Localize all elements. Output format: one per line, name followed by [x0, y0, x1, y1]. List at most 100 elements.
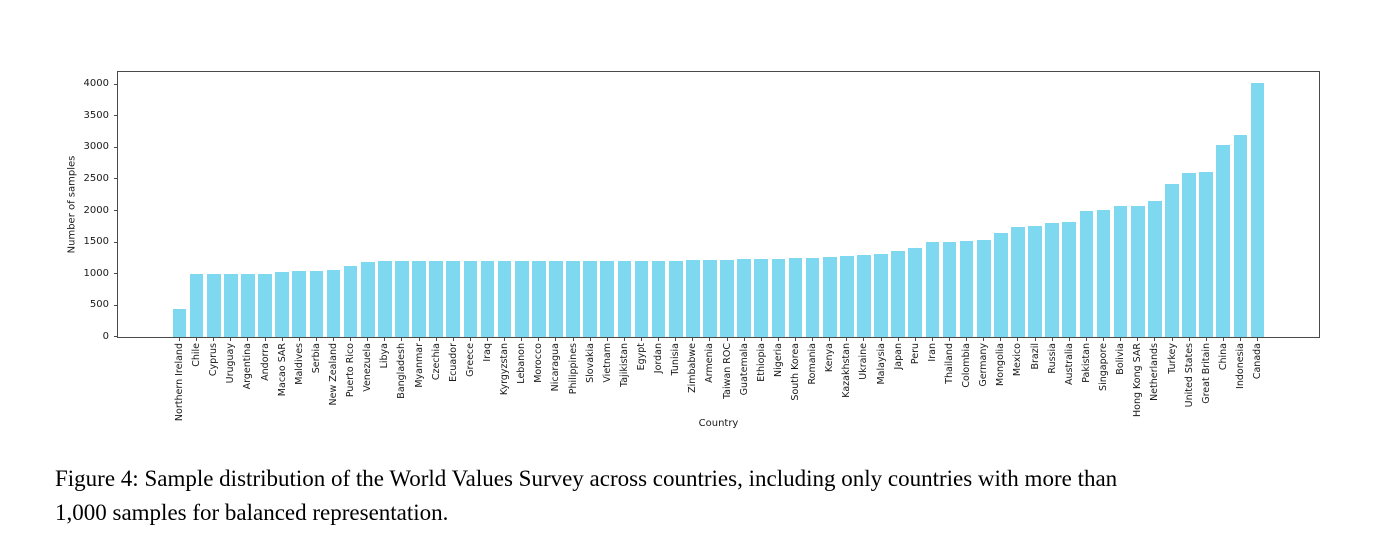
- x-tick-label: Lebanon: [516, 343, 528, 384]
- x-tick-label: Iraq: [481, 343, 493, 362]
- plot-area: Number of samples Country Northern Irela…: [67, 71, 1320, 429]
- x-tick-label: Slovakia: [584, 343, 596, 383]
- x-tick-mark: [1137, 337, 1139, 341]
- chart-bar: [463, 261, 478, 337]
- y-tick-mark: [114, 83, 118, 85]
- x-tick-mark: [863, 337, 865, 341]
- chart-bar: [788, 258, 803, 337]
- x-tick-mark: [1239, 337, 1241, 341]
- x-tick-mark: [298, 337, 300, 341]
- x-tick-mark: [452, 337, 454, 341]
- x-tick-mark: [486, 337, 488, 341]
- chart-bar: [703, 259, 717, 337]
- chart-bar: [685, 260, 700, 337]
- x-tick-mark: [795, 337, 796, 341]
- x-tick-mark: [1188, 337, 1190, 341]
- x-tick-mark: [1051, 337, 1053, 341]
- x-tick-label: Philippines: [567, 343, 579, 395]
- x-tick-mark: [726, 337, 728, 341]
- y-tick-label: 2000: [83, 204, 109, 216]
- x-tick-label: Taiwan ROC: [721, 343, 733, 400]
- x-tick-label: Kazakhstan: [841, 343, 853, 398]
- x-tick-label: Bangladesh: [396, 343, 408, 399]
- chart-bar: [1250, 82, 1265, 337]
- x-tick-label: Zimbabwe: [687, 343, 699, 393]
- x-tick-mark: [640, 337, 642, 341]
- x-tick-label: Colombia: [961, 343, 973, 388]
- x-tick-mark: [606, 337, 608, 341]
- x-tick-label: Turkey: [1166, 343, 1178, 374]
- x-tick-label: Venezuela: [362, 343, 374, 392]
- figure-caption: Figure 4: Sample distribution of the Wor…: [55, 462, 1345, 530]
- x-tick-mark: [760, 337, 762, 341]
- x-tick-mark: [332, 337, 334, 341]
- chart-bar: [617, 261, 632, 337]
- x-tick-mark: [743, 337, 745, 341]
- x-tick-label: Mongolia: [995, 343, 1007, 386]
- x-tick-label: Peru: [909, 343, 921, 365]
- x-tick-mark: [435, 337, 437, 341]
- x-tick-mark: [931, 337, 933, 341]
- chart-bar: [959, 240, 974, 337]
- x-tick-label: Chile: [191, 343, 203, 367]
- x-tick-label: Germany: [978, 343, 990, 387]
- chart-bar: [223, 273, 238, 337]
- x-tick-label: Serbia: [310, 343, 322, 374]
- x-tick-mark: [1000, 337, 1002, 341]
- x-tick-mark: [1257, 337, 1259, 341]
- x-tick-mark: [401, 337, 403, 341]
- x-tick-mark: [658, 337, 660, 341]
- chart-bar: [258, 273, 272, 337]
- x-tick-mark: [914, 337, 916, 341]
- x-tick-mark: [1085, 337, 1087, 341]
- x-tick-label: United States: [1183, 343, 1195, 408]
- x-tick-label: Mexico: [1012, 343, 1024, 377]
- x-tick-mark: [350, 337, 352, 341]
- chart-bar: [771, 258, 786, 337]
- y-tick-label: 4000: [83, 78, 109, 89]
- x-tick-mark: [521, 337, 523, 341]
- x-tick-label: Ukraine: [858, 343, 870, 380]
- chart-bar: [412, 261, 426, 337]
- x-tick-label: Tunisia: [670, 343, 682, 376]
- y-tick-mark: [114, 273, 118, 275]
- x-tick-label: Russia: [1046, 343, 1058, 374]
- x-tick-label: Netherlands: [1149, 343, 1161, 401]
- chart-bar: [908, 248, 923, 337]
- x-tick-label: Libya: [379, 343, 391, 369]
- chart-bar: [1096, 209, 1111, 337]
- chart-bar: [480, 261, 495, 337]
- x-tick-mark: [846, 337, 848, 341]
- y-axis-title-text: Number of samples: [66, 155, 78, 254]
- chart-bar: [395, 261, 409, 337]
- x-tick-mark: [384, 337, 386, 341]
- x-tick-label: Canada: [1252, 343, 1264, 380]
- x-tick-mark: [1034, 337, 1036, 341]
- chart-bar: [241, 273, 255, 337]
- x-tick-mark: [418, 337, 420, 341]
- x-tick-mark: [281, 337, 283, 341]
- x-tick-label: New Zealand: [327, 343, 339, 406]
- chart-bar: [925, 242, 940, 337]
- x-tick-label: Thailand: [944, 343, 956, 384]
- x-tick-mark: [178, 337, 180, 341]
- y-tick-label: 1000: [83, 267, 109, 279]
- x-tick-mark: [247, 337, 249, 341]
- y-tick-mark: [114, 336, 118, 337]
- chart-bar: [292, 271, 307, 337]
- chart-bar: [549, 261, 563, 337]
- x-tick-mark: [1068, 337, 1070, 341]
- y-tick-label: 2500: [83, 172, 109, 184]
- x-tick-mark: [949, 337, 951, 341]
- y-tick-label: 500: [89, 299, 109, 311]
- y-tick-label: 0: [102, 331, 109, 342]
- y-tick-label: 3500: [83, 109, 109, 121]
- chart-bar: [189, 273, 204, 337]
- y-tick-mark: [114, 210, 118, 211]
- x-tick-mark: [1017, 337, 1019, 341]
- x-tick-label: Brazil: [1029, 343, 1041, 370]
- x-tick-mark: [1154, 337, 1156, 341]
- x-tick-mark: [504, 337, 506, 341]
- chart-bar: [942, 242, 957, 337]
- chart-bar: [634, 261, 649, 337]
